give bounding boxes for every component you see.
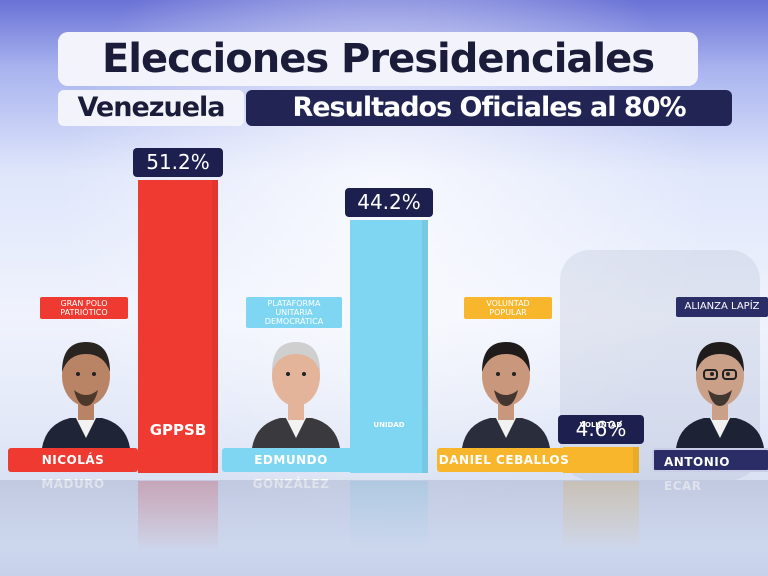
bar-reflection-2 <box>350 481 428 551</box>
party-label-3: VOLUNTAD POPULAR <box>464 297 552 319</box>
candidate-photo-4 <box>676 342 764 448</box>
party-label-4: ALIANZA LAPÍZ <box>676 297 768 317</box>
party-logo-2: UNIDAD <box>373 421 405 429</box>
party-logo-3: VOLUNTAD <box>579 421 623 429</box>
party-label-1: GRAN POLO PATRIÓTICO <box>40 297 128 319</box>
candidate-photo-1 <box>42 342 130 448</box>
value-label-3: 4.6% <box>558 414 644 444</box>
candidate-photo-2 <box>252 342 340 448</box>
chart-title: Elecciones Presidenciales <box>58 32 698 86</box>
candidate-name-2: EDMUNDO GONZÁLEZ <box>222 448 360 491</box>
value-label-2: 44.2% <box>345 188 433 218</box>
bar-1 <box>138 180 218 473</box>
candidate-name-3: DANIEL CEBALLOS <box>437 448 571 472</box>
candidate-name-1: NICOLÁS MADURO <box>8 448 138 491</box>
bar-reflection-3 <box>563 481 639 551</box>
bar-reflection-1 <box>138 481 218 551</box>
party-logo-1: GPPSB <box>149 421 207 439</box>
bar-3 <box>563 446 639 473</box>
candidate-photo-3 <box>462 342 550 448</box>
chart-subtitle: Resultados Oficiales al 80% <box>246 90 732 126</box>
bar-2 <box>350 220 428 473</box>
party-label-2: PLATAFORMA UNITARIA DEMOCRÁTICA <box>246 297 342 328</box>
candidate-name-4: ANTONIO ECAR <box>652 448 768 493</box>
value-label-1: 51.2% <box>133 148 223 177</box>
country-label: Venezuela <box>58 90 244 126</box>
floor-reflection <box>0 480 768 576</box>
